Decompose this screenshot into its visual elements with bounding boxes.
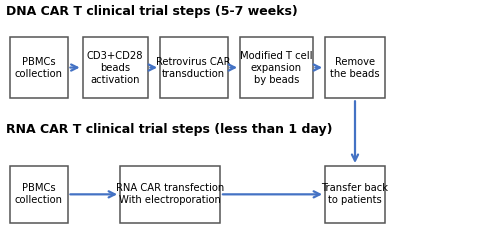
Text: DNA CAR T clinical trial steps (5-7 weeks): DNA CAR T clinical trial steps (5-7 week…	[6, 5, 298, 18]
Text: CD3+CD28
beads
activation: CD3+CD28 beads activation	[87, 50, 144, 85]
Text: RNA CAR transfection
With electroporation: RNA CAR transfection With electroporatio…	[116, 183, 224, 205]
Text: PBMCs
collection: PBMCs collection	[15, 183, 63, 205]
Text: Retrovirus CAR
transduction: Retrovirus CAR transduction	[156, 57, 231, 78]
FancyBboxPatch shape	[160, 37, 228, 98]
FancyBboxPatch shape	[325, 166, 385, 223]
FancyBboxPatch shape	[120, 166, 220, 223]
Text: Transfer back
to patients: Transfer back to patients	[322, 183, 388, 205]
FancyBboxPatch shape	[325, 37, 385, 98]
Text: Remove
the beads: Remove the beads	[330, 57, 380, 78]
FancyBboxPatch shape	[10, 166, 68, 223]
Text: Modified T cell
expansion
by beads: Modified T cell expansion by beads	[240, 50, 312, 85]
Text: RNA CAR T clinical trial steps (less than 1 day): RNA CAR T clinical trial steps (less tha…	[6, 123, 332, 136]
FancyBboxPatch shape	[82, 37, 148, 98]
FancyBboxPatch shape	[10, 37, 68, 98]
Text: PBMCs
collection: PBMCs collection	[15, 57, 63, 78]
FancyBboxPatch shape	[240, 37, 312, 98]
